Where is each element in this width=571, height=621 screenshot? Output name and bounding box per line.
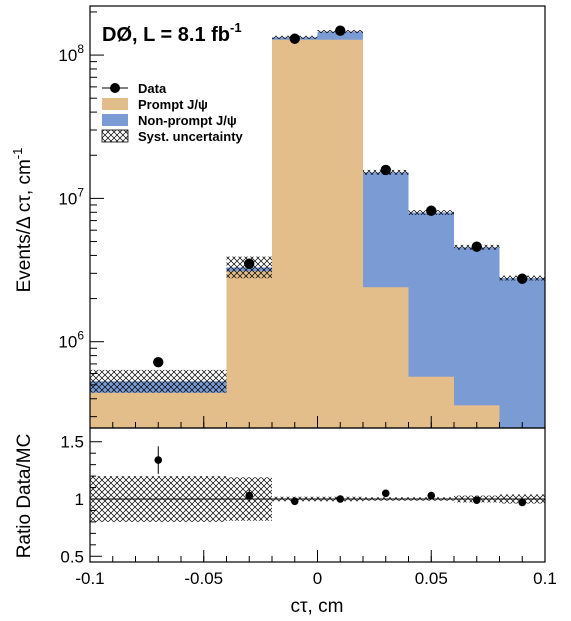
data-point bbox=[335, 25, 346, 36]
x-axis-title: cτ, cm bbox=[291, 596, 344, 617]
ratio-point bbox=[518, 498, 527, 507]
ratio-point bbox=[245, 491, 254, 500]
x-tick-label: 0 bbox=[313, 569, 322, 588]
ratio-y-tick-label: 1 bbox=[75, 490, 84, 509]
ratio-point bbox=[472, 496, 481, 504]
prompt-bar bbox=[454, 405, 500, 428]
x-tick-label: 0.1 bbox=[533, 569, 557, 588]
legend-hatch-swatch bbox=[101, 129, 129, 143]
x-tick-label: -0.05 bbox=[184, 569, 223, 588]
ratio-point bbox=[290, 497, 299, 506]
x-tick-label: 0.05 bbox=[415, 569, 448, 588]
y-axis-title: Events/Δ cτ, cm-1 bbox=[10, 148, 35, 293]
ratio-y-axis-title: Ratio Data/MC bbox=[14, 434, 35, 559]
ratio-point bbox=[427, 491, 436, 500]
legend-label: Data bbox=[138, 81, 167, 96]
data-point bbox=[289, 33, 300, 44]
prompt-bar bbox=[226, 271, 272, 428]
x-tick-label: -0.1 bbox=[75, 569, 104, 588]
ratio-point bbox=[336, 495, 345, 503]
ratio-y-tick-label: 1.5 bbox=[60, 433, 84, 452]
top-panel-plot bbox=[90, 25, 545, 428]
ratio-point bbox=[154, 456, 163, 464]
data-point bbox=[517, 273, 528, 284]
ratio-y-tick-label: 0.5 bbox=[60, 547, 84, 566]
data-point bbox=[380, 164, 391, 176]
syst-uncertainty-band bbox=[90, 369, 227, 393]
data-point bbox=[471, 241, 482, 252]
ratio-point bbox=[381, 489, 390, 498]
y-tick-label: 106 bbox=[58, 329, 84, 352]
legend-swatch bbox=[102, 114, 128, 126]
prompt-bar bbox=[317, 39, 363, 428]
nonprompt-bar bbox=[454, 247, 500, 428]
data-point bbox=[244, 258, 255, 269]
axes: -0.1 -0.05 0 0.05 0.1 106 107 108 0.5 1 1.5 cτ, cm E… bbox=[10, 5, 557, 617]
legend-swatch bbox=[102, 98, 128, 110]
y-tick-label: 107 bbox=[58, 185, 84, 208]
bottom-panel-plot bbox=[90, 446, 545, 522]
prompt-bar bbox=[363, 287, 409, 428]
data-point bbox=[426, 205, 437, 216]
legend-label: Syst. uncertainty bbox=[138, 129, 244, 144]
data-point bbox=[153, 356, 164, 368]
legend-label: Non-prompt J/ψ bbox=[138, 113, 237, 128]
prompt-bar bbox=[272, 39, 318, 428]
nonprompt-bar bbox=[499, 278, 545, 428]
experiment-label: DØ, L = 8.1 fb-1 bbox=[102, 20, 242, 46]
legend-data-marker bbox=[110, 83, 120, 93]
y-tick-label: 108 bbox=[58, 42, 84, 65]
legend-label: Prompt J/ψ bbox=[138, 97, 208, 112]
